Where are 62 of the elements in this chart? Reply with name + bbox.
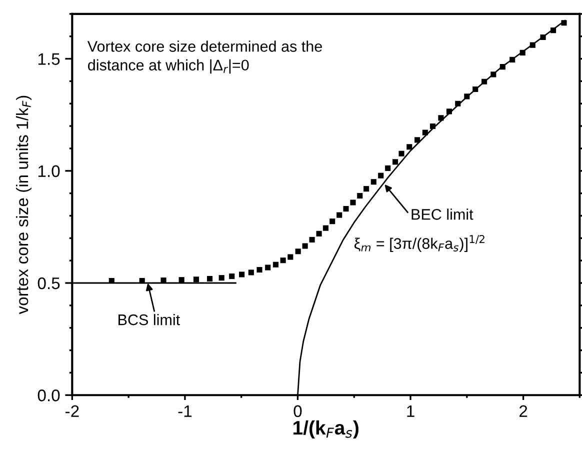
point [422, 130, 428, 136]
point [398, 150, 404, 156]
point [330, 218, 336, 224]
point [520, 50, 526, 56]
x-tick-label: -1 [178, 405, 192, 417]
point [139, 278, 145, 284]
point [336, 212, 342, 218]
x-axis-title: 1/(k$_{F}$a$_{s}$) [294, 420, 358, 439]
point [364, 186, 370, 192]
point [357, 192, 363, 199]
point [265, 264, 271, 270]
point [561, 20, 567, 26]
point [256, 266, 262, 273]
x-tick-label: 1 [407, 405, 414, 417]
point [229, 273, 235, 280]
y-tick-label: 0.0 [38, 390, 60, 402]
point [510, 56, 516, 62]
point [550, 28, 556, 34]
point [385, 165, 391, 171]
point [455, 100, 461, 106]
point [302, 243, 308, 249]
point [530, 42, 536, 48]
point [464, 94, 470, 100]
point [500, 64, 506, 70]
point [414, 137, 420, 143]
point [406, 144, 412, 150]
point [378, 172, 384, 178]
point [438, 115, 444, 121]
point [193, 276, 200, 282]
point [430, 123, 436, 130]
y-axis-title: vortex core size (in units 1/k$_{F}$) [16, 96, 32, 314]
annotation: ξ$_{m}$ = [3π/(8k$_{F}$a$_{s}$)]$^{1/2}$ [354, 235, 484, 252]
point [472, 86, 478, 92]
point [178, 277, 184, 283]
point [206, 276, 213, 282]
point [446, 108, 452, 114]
point [343, 206, 349, 212]
point [481, 78, 488, 84]
point [392, 159, 398, 165]
point [272, 262, 279, 268]
point [309, 236, 315, 243]
x-tick-label: 0 [294, 405, 302, 418]
point [295, 248, 301, 254]
point [350, 200, 356, 206]
point [370, 179, 376, 185]
point [280, 258, 286, 264]
y-tick-label: 0.5 [38, 277, 60, 290]
point [239, 272, 245, 278]
x-tick-label: -2 [66, 405, 79, 417]
x-tick-label: 2 [519, 405, 528, 417]
y-tick-label: 1.5 [38, 53, 60, 65]
annotation: BCS limit [118, 314, 180, 326]
point [540, 34, 546, 40]
point [218, 275, 224, 281]
point [248, 270, 254, 276]
y-tick-label: 1.0 [38, 165, 60, 178]
point [288, 254, 294, 260]
annotation: BEC limit [412, 208, 474, 220]
point [490, 72, 496, 78]
point [322, 225, 328, 231]
point [316, 230, 322, 236]
annotation: Vortex core size determined as the distance at which |Δ$_{r}$|=0 [87, 40, 322, 74]
